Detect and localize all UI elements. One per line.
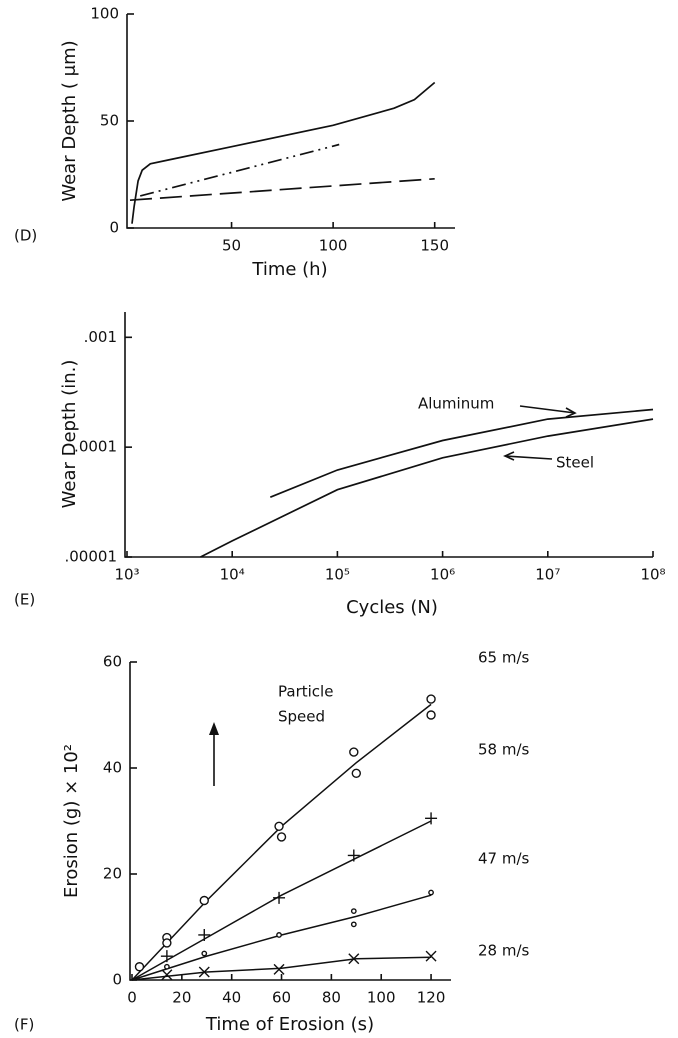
x-axis-label: Time (h) (251, 259, 327, 280)
y-tick-label: 60 (103, 653, 122, 671)
arrow (519, 405, 577, 418)
line (129, 177, 435, 202)
fit-line (131, 703, 432, 981)
x-tick-label: 10⁸ (640, 566, 665, 584)
y-tick-label: 0 (112, 971, 122, 989)
marker (426, 710, 436, 720)
marker (273, 963, 285, 975)
axes (126, 14, 455, 229)
marker (198, 928, 211, 941)
marker (163, 963, 170, 970)
series-label: 65 m/s (478, 649, 530, 667)
x-tick-label: 20 (172, 989, 191, 1007)
series-label: Aluminum (418, 395, 494, 413)
panel-label: (E) (14, 591, 35, 609)
x-tick-label: 10⁴ (220, 566, 245, 584)
x-tick-label: 150 (420, 237, 449, 255)
series-label: 28 m/s (478, 942, 530, 960)
marker (162, 938, 172, 948)
x-tick-label: 50 (222, 237, 241, 255)
marker (426, 694, 436, 704)
marker (348, 953, 360, 965)
y-tick-label: 50 (100, 112, 119, 130)
x-tick-label: 40 (222, 989, 241, 1007)
line (131, 81, 436, 224)
x-tick-label: 100 (367, 989, 396, 1007)
marker (198, 966, 210, 978)
marker (161, 969, 173, 981)
y-axis-label: Wear Depth ( μm) (59, 40, 80, 201)
x-tick-label: 60 (272, 989, 291, 1007)
x-tick-label: 10⁵ (325, 566, 350, 584)
marker (201, 950, 208, 957)
marker (273, 891, 286, 904)
x-tick-label: 10⁷ (535, 566, 560, 584)
marker (428, 889, 434, 896)
y-axis-label: Erosion (g) × 10² (61, 744, 82, 898)
marker (350, 908, 357, 914)
y-tick-label: 20 (103, 865, 122, 883)
x-tick-label: 100 (319, 237, 348, 255)
panel-label: (F) (14, 1016, 34, 1034)
series-label: 47 m/s (478, 850, 530, 868)
marker (351, 768, 361, 778)
marker (276, 932, 282, 938)
y-tick-label: 40 (103, 759, 122, 777)
marker (425, 950, 437, 962)
marker (347, 849, 360, 862)
line (269, 408, 654, 498)
marker (425, 812, 438, 825)
series-label: 58 m/s (478, 741, 530, 759)
series-label: Steel (556, 454, 594, 472)
marker (349, 747, 359, 757)
y-tick-label: 100 (90, 5, 119, 23)
line (139, 143, 340, 197)
axes (124, 312, 653, 558)
marker (274, 821, 284, 831)
fit-line (131, 956, 432, 981)
x-tick-label: 120 (417, 989, 446, 1007)
arrow-head (209, 722, 219, 735)
x-tick-label: 10⁶ (430, 566, 455, 584)
y-axis-label: Wear Depth (in.) (59, 360, 80, 509)
y-tick-label: 0 (109, 219, 119, 237)
marker (134, 962, 145, 972)
fit-line (131, 820, 432, 981)
marker (350, 921, 357, 928)
annotation: Particle (278, 683, 333, 701)
y-tick-label: .001 (84, 328, 117, 346)
x-tick-label: 10³ (114, 566, 139, 584)
x-tick-label: 0 (127, 989, 137, 1007)
line (200, 418, 654, 558)
annotation: Speed (278, 708, 325, 726)
arrow (503, 451, 553, 461)
x-tick-label: 80 (322, 989, 341, 1007)
marker (276, 832, 287, 842)
y-tick-label: .00001 (65, 548, 118, 566)
y-tick-label: .0001 (74, 438, 117, 456)
x-axis-label: Time of Erosion (s) (205, 1014, 374, 1035)
x-axis-label: Cycles (N) (346, 597, 438, 618)
marker (199, 895, 209, 906)
panel-label: (D) (14, 227, 37, 245)
marker (160, 950, 173, 963)
